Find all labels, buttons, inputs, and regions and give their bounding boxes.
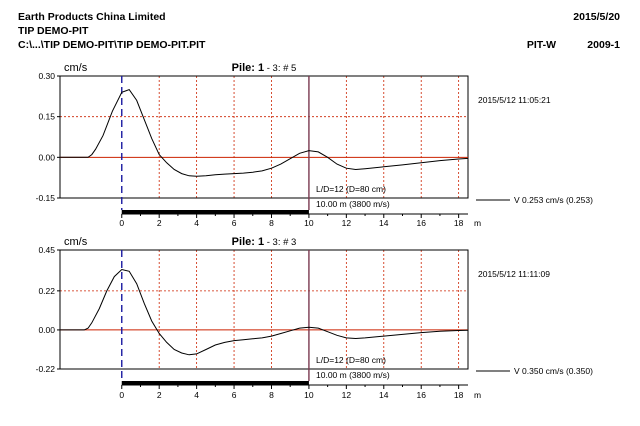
x-tick-label: 12 xyxy=(342,218,352,228)
x-tick-label: 14 xyxy=(379,390,389,400)
pile-length-bar xyxy=(121,210,309,214)
plot-frame xyxy=(59,249,469,370)
x-axis-unit-label: m xyxy=(474,390,481,400)
x-tick-label: 4 xyxy=(194,218,199,228)
pile-ld-label: L/D=12 (D=80 cm) xyxy=(316,184,386,194)
x-tick-label: 12 xyxy=(342,390,352,400)
x-tick-label: 18 xyxy=(454,390,464,400)
x-tick-label: 18 xyxy=(454,218,464,228)
x-tick-label: 8 xyxy=(269,218,274,228)
x-tick-label: 4 xyxy=(194,390,199,400)
pile-length-label: 10.00 m (3800 m/s) xyxy=(316,199,390,209)
chart-panel-1: Pile: 1 - 3: # 5 cm/s 0.30 0.15 0.00 -0.15 L/D… xyxy=(36,62,593,228)
y-tick-label: 0.15 xyxy=(38,112,55,122)
pile-ld-label: L/D=12 (D=80 cm) xyxy=(316,355,386,365)
software-name: PIT-W xyxy=(526,39,556,51)
x-tick-label: 16 xyxy=(416,390,426,400)
velocity-signal-line xyxy=(60,268,469,356)
y-tick-label: 0.45 xyxy=(38,245,55,255)
x-tick-label: 8 xyxy=(269,390,274,400)
y-tick-label: 0.00 xyxy=(38,325,55,335)
chart-title: Pile: 1 - 3: # 5 xyxy=(232,62,297,74)
y-tick-label: -0.15 xyxy=(36,193,56,203)
file-path: C:\...\TIP DEMO-PIT\TIP DEMO-PIT.PIT xyxy=(18,39,206,51)
plot-frame xyxy=(59,75,469,199)
y-tick-label: 0.00 xyxy=(38,152,55,162)
chart-panel-2: Pile: 1 - 3: # 3 cm/s 0.45 0.22 0.00 -0.22 L/D… xyxy=(36,236,593,400)
y-tick-label: -0.22 xyxy=(36,364,56,374)
pile-length-label: 10.00 m (3800 m/s) xyxy=(316,370,390,380)
x-tick-label: 0 xyxy=(119,218,124,228)
x-tick-label: 6 xyxy=(232,390,237,400)
x-axis-unit-label: m xyxy=(474,218,481,228)
x-tick-label: 6 xyxy=(232,218,237,228)
measurement-timestamp: 2015/5/12 11:05:21 xyxy=(478,95,551,105)
company-name: Earth Products China Limited xyxy=(18,11,166,23)
y-tick-label: 0.22 xyxy=(38,286,55,296)
x-tick-label: 2 xyxy=(157,218,162,228)
x-tick-label: 14 xyxy=(379,218,389,228)
y-axis-label: cm/s xyxy=(64,236,88,248)
report-date: 2015/5/20 xyxy=(573,11,620,23)
velocity-scale-label: V 0.253 cm/s (0.253) xyxy=(514,195,593,205)
project-name: TIP DEMO-PIT xyxy=(18,25,89,37)
y-axis-label: cm/s xyxy=(64,62,88,74)
x-tick-label: 16 xyxy=(416,218,426,228)
velocity-signal-line xyxy=(60,88,469,177)
x-tick-label: 0 xyxy=(119,390,124,400)
x-tick-label: 10 xyxy=(304,390,314,400)
measurement-timestamp: 2015/5/12 11:11:09 xyxy=(478,269,550,279)
chart-title: Pile: 1 - 3: # 3 xyxy=(232,236,297,248)
y-tick-label: 0.30 xyxy=(38,71,55,81)
x-tick-label: 2 xyxy=(157,390,162,400)
velocity-scale-label: V 0.350 cm/s (0.350) xyxy=(514,366,593,376)
x-tick-label: 10 xyxy=(304,218,314,228)
software-version: 2009-1 xyxy=(587,39,620,51)
pile-length-bar xyxy=(121,381,309,385)
